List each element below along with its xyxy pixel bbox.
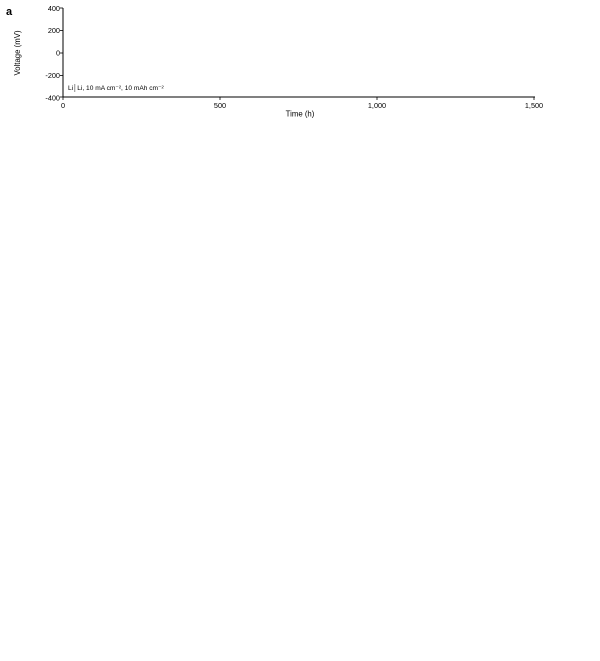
svg-text:1,000: 1,000 bbox=[368, 101, 386, 110]
svg-text:0: 0 bbox=[56, 49, 60, 58]
svg-text:1,500: 1,500 bbox=[525, 101, 543, 110]
svg-text:400: 400 bbox=[48, 4, 60, 13]
svg-text:0: 0 bbox=[61, 101, 65, 110]
svg-text:500: 500 bbox=[214, 101, 226, 110]
svg-text:Voltage (mV): Voltage (mV) bbox=[13, 30, 22, 75]
svg-text:Time (h): Time (h) bbox=[286, 110, 315, 119]
svg-text:Li│Li, 10 mA cm⁻², 10 mAh cm⁻²: Li│Li, 10 mA cm⁻², 10 mAh cm⁻² bbox=[68, 84, 165, 92]
svg-text:200: 200 bbox=[48, 26, 60, 35]
svg-text:-400: -400 bbox=[45, 94, 60, 103]
svg-text:-200: -200 bbox=[45, 71, 60, 80]
